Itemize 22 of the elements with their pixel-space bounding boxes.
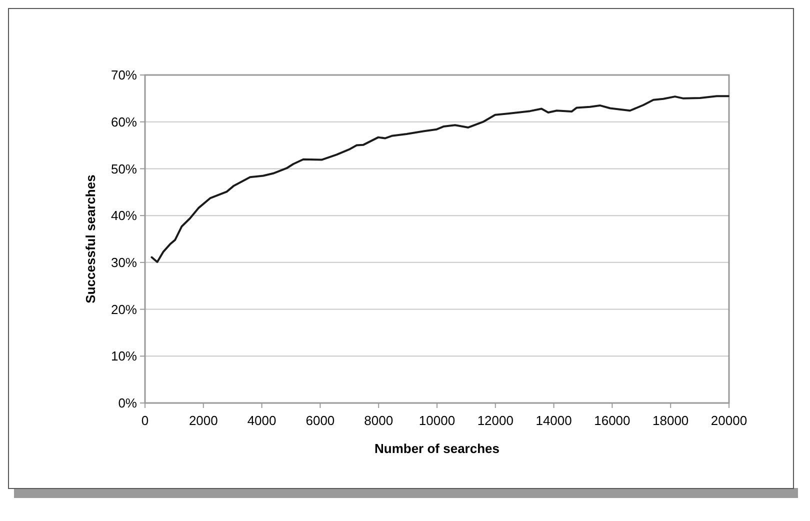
x-tick-label: 4000	[247, 413, 276, 428]
x-tick-label: 6000	[306, 413, 335, 428]
y-tick-label: 70%	[110, 68, 138, 83]
y-tick-label: 10%	[110, 348, 138, 364]
x-tick-label: 2000	[188, 413, 218, 428]
x-tick-label: 18000	[652, 413, 689, 428]
x-tick-label: 16000	[594, 413, 630, 428]
x-axis-title: Number of searches	[374, 441, 500, 456]
y-tick-label: 0%	[118, 396, 138, 411]
y-tick-label: 40%	[110, 208, 138, 224]
x-tick-label: 20000	[710, 413, 748, 428]
x-tick-label: 14000	[536, 413, 572, 428]
x-tick-label: 12000	[477, 413, 514, 428]
line-series	[150, 95, 730, 263]
x-tick-label: 10000	[418, 413, 456, 428]
y-tick-label: 30%	[110, 254, 138, 270]
y-axis-title: Successful searches	[83, 174, 98, 304]
x-tick-label: 0	[141, 413, 149, 428]
y-tick-label: 20%	[110, 302, 138, 317]
y-tick-label: 60%	[110, 114, 138, 130]
x-tick-label: 8000	[364, 413, 394, 428]
y-tick-label: 50%	[110, 161, 138, 176]
